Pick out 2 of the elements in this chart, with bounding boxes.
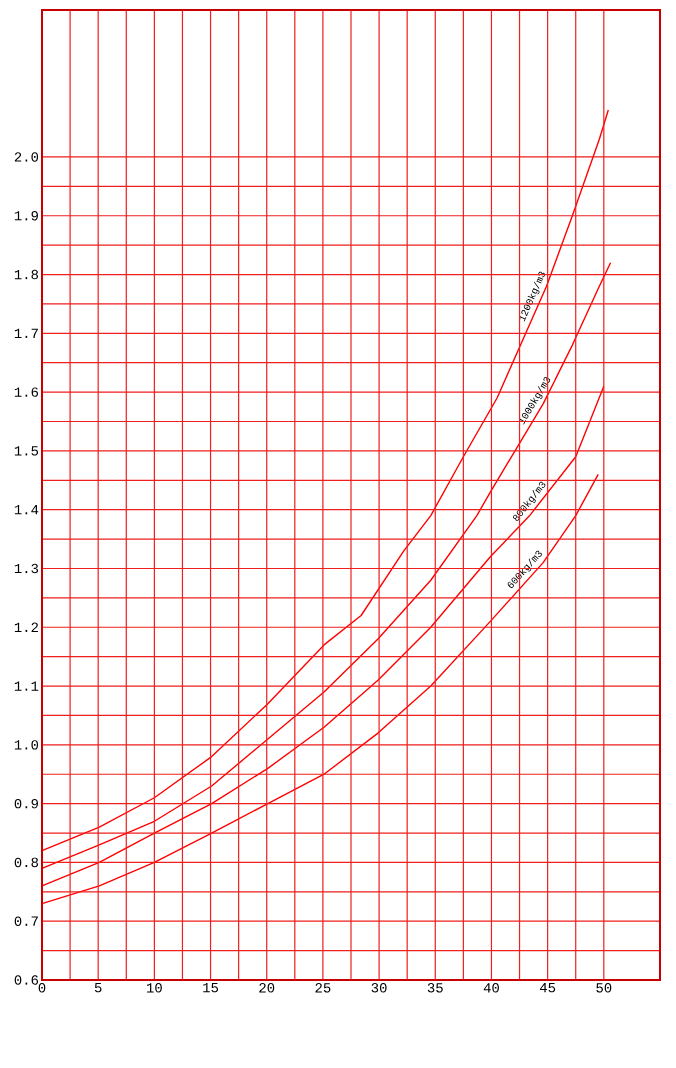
line-series bbox=[41, 109, 610, 852]
line-series bbox=[41, 473, 599, 905]
